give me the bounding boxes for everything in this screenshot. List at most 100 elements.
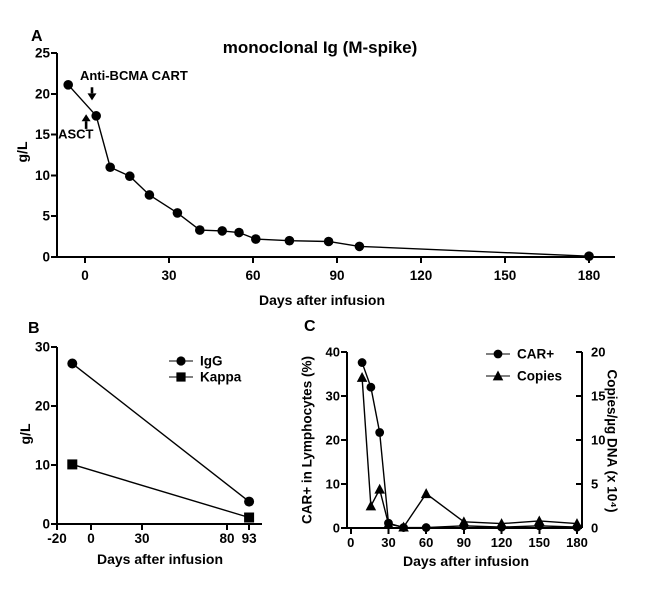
data-point	[244, 512, 255, 523]
y-tick-label: 40	[326, 345, 340, 360]
x-tick-label: 80	[219, 531, 234, 546]
x-tick-label: 0	[81, 268, 89, 283]
y-tick-label: 5	[42, 209, 50, 224]
panel-label-a: A	[31, 28, 43, 45]
x-tick-label: 30	[134, 531, 149, 546]
legend-label: IgG	[200, 354, 223, 369]
data-point	[91, 111, 101, 121]
y-tick-label: 30	[35, 340, 50, 355]
x-tick-label: 180	[578, 268, 601, 283]
x-tick-label: 0	[347, 535, 354, 550]
panel-a-x-axis-label: Days after infusion	[258, 292, 386, 308]
y-tick-label: 30	[326, 389, 340, 404]
data-point	[67, 459, 78, 470]
series-kappa	[67, 459, 255, 523]
data-point	[458, 516, 470, 527]
x-tick-label: 60	[419, 535, 433, 550]
legend-item-kappa: Kappa	[169, 370, 242, 385]
data-point	[217, 226, 227, 236]
data-point	[244, 496, 255, 507]
data-point	[234, 227, 244, 238]
legend-item-igg: IgG	[169, 354, 223, 369]
legend-item-copies: Copies	[486, 369, 562, 384]
y-tick-label: 0	[333, 521, 340, 536]
legend-label: Copies	[517, 369, 562, 384]
annotation-text: ASCT	[58, 127, 93, 142]
x-tick-label: 150	[528, 535, 550, 550]
legend-marker	[176, 372, 186, 382]
data-point	[63, 80, 73, 90]
x-tick-label: 93	[242, 531, 258, 546]
data-point	[172, 208, 183, 218]
panel-label-b: B	[28, 320, 40, 337]
right-y-tick-label: 20	[591, 345, 605, 360]
data-point	[357, 358, 367, 367]
data-point	[420, 488, 432, 499]
y-tick-label: 0	[42, 517, 50, 532]
right-y-tick-label: 10	[591, 433, 605, 448]
data-point	[144, 190, 155, 200]
right-y-tick-label: 5	[591, 477, 598, 492]
y-tick-label: 15	[35, 127, 51, 142]
data-point	[496, 518, 507, 528]
data-point	[125, 171, 135, 182]
data-point	[251, 234, 261, 244]
y-tick-label: 10	[326, 477, 340, 492]
data-point	[67, 358, 78, 369]
panel-label-c: C	[304, 318, 316, 335]
x-tick-label: 60	[245, 268, 260, 283]
data-point	[366, 382, 376, 392]
series-line	[72, 463, 250, 519]
data-point	[323, 236, 334, 247]
y-tick-label: 20	[326, 433, 340, 448]
series-copies	[356, 372, 583, 532]
y-tick-label: 20	[35, 86, 50, 101]
data-point	[356, 372, 368, 382]
arrow-head-icon	[81, 114, 91, 122]
annotation-asct: ASCT	[58, 114, 94, 142]
y-tick-label: 10	[35, 168, 50, 183]
series-igg	[67, 358, 255, 507]
x-tick-label: 90	[329, 268, 344, 283]
data-point	[374, 483, 385, 494]
y-tick-label: 0	[42, 250, 50, 265]
panel-a-title: monoclonal Ig (M-spike)	[222, 38, 418, 57]
y-tick-label: 25	[35, 46, 51, 61]
legend-label: Kappa	[200, 370, 242, 385]
x-tick-label: 120	[410, 268, 433, 283]
data-point	[398, 521, 409, 532]
data-point	[195, 225, 205, 235]
x-tick-label: 150	[494, 268, 517, 283]
series-m-spike	[63, 80, 594, 261]
panel-c-plot: 0 30 60 90 120 150 18001020304005101520CAR+Cop…	[326, 345, 606, 551]
x-tick-label: 90	[457, 535, 471, 550]
y-tick-label: 20	[35, 399, 50, 414]
data-point	[105, 162, 115, 173]
annotation-anti-bcma-cart: Anti-BCMA CART	[80, 68, 188, 101]
x-tick-label: 120	[491, 535, 513, 550]
annotation-text: Anti-BCMA CART	[80, 68, 188, 83]
legend-item-car-: CAR+	[486, 347, 554, 362]
legend-marker	[492, 370, 504, 381]
x-tick-label: 180	[566, 535, 588, 550]
right-y-tick-label: 0	[591, 521, 598, 536]
arrow-head-icon	[87, 93, 97, 101]
data-point	[354, 241, 365, 252]
x-tick-label: 30	[161, 268, 176, 283]
legend-marker	[493, 349, 503, 359]
data-point	[383, 518, 394, 529]
data-point	[421, 523, 431, 532]
x-tick-label: 30	[381, 535, 395, 550]
y-tick-label: 10	[35, 458, 50, 473]
panel-c-x-axis-label: Days after infusion	[402, 553, 530, 569]
legend-marker	[176, 356, 186, 366]
panel-b-x-axis-label: Days after infusion	[96, 551, 224, 567]
x-tick-label: 0	[87, 531, 95, 546]
data-point	[533, 515, 545, 526]
legend-label: CAR+	[517, 347, 554, 362]
series-line	[67, 84, 590, 257]
data-point	[375, 428, 385, 437]
series-car-	[357, 358, 582, 532]
